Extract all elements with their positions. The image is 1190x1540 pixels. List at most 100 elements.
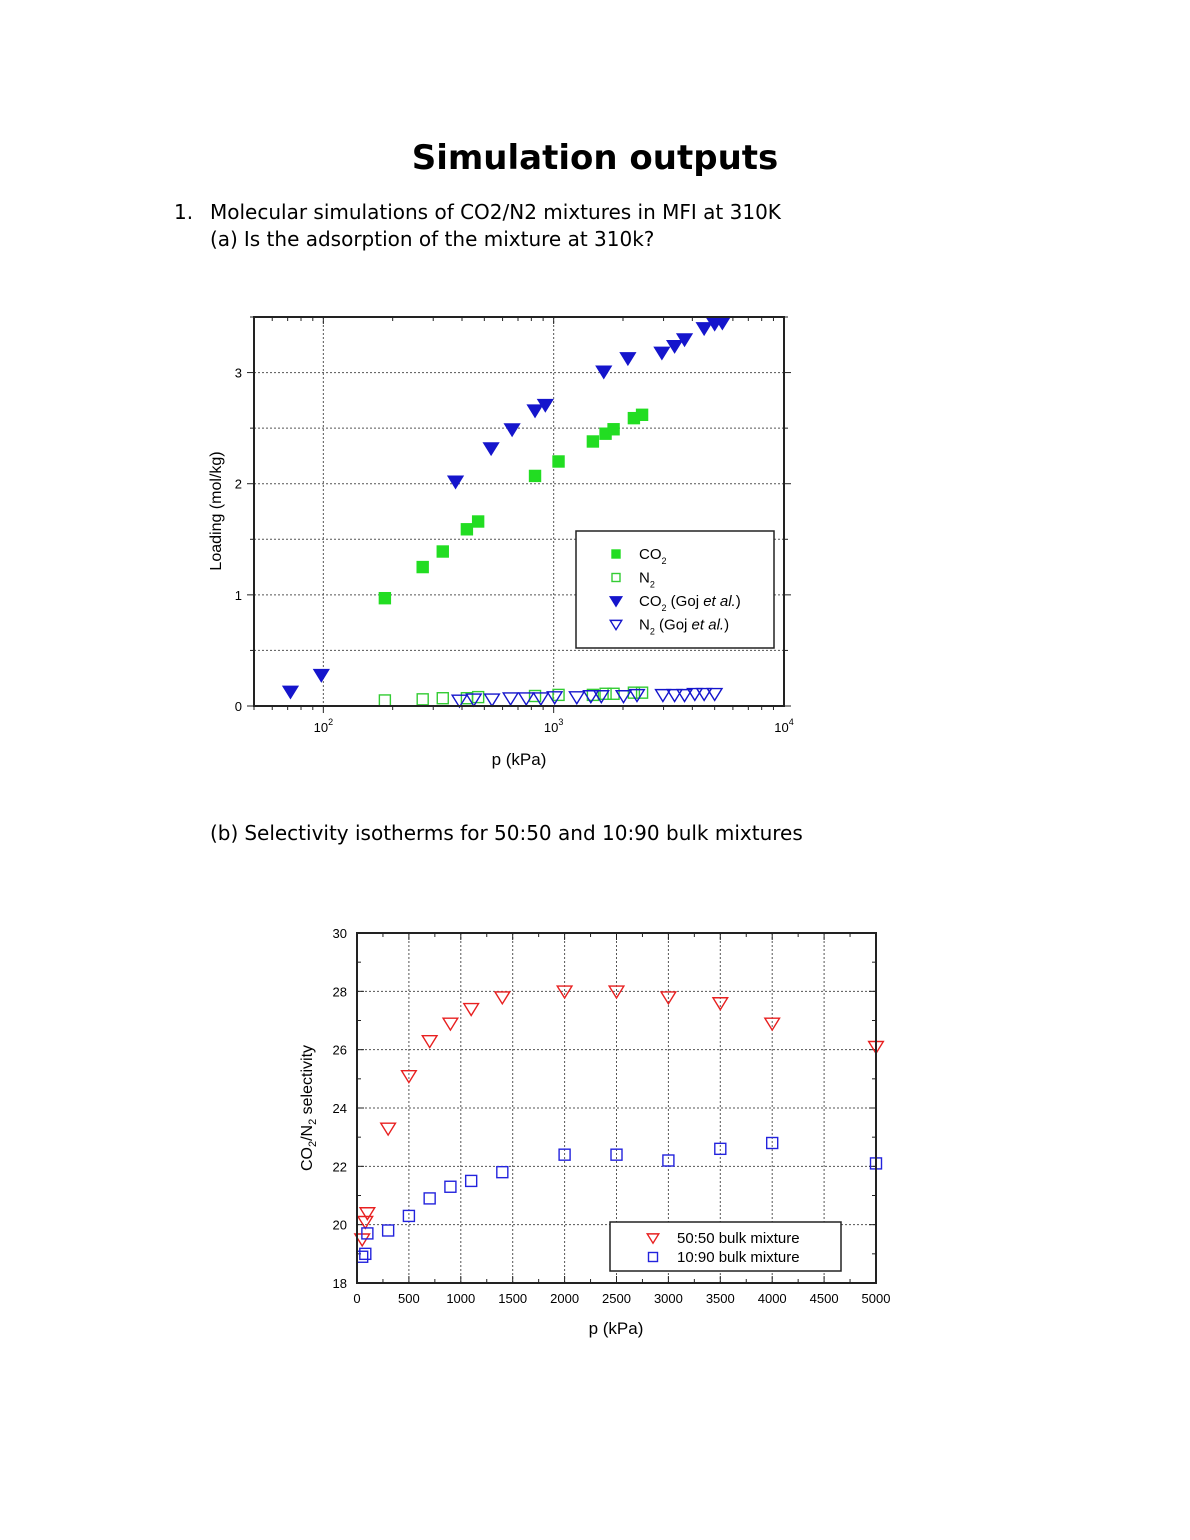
data-point-series-2	[503, 423, 521, 438]
legend-entry: N2	[639, 570, 655, 590]
data-point-series-2	[281, 685, 300, 700]
x-axis-label: p (kPa)	[492, 750, 547, 769]
data-point-series-0	[586, 435, 600, 448]
data-point-series-3	[628, 688, 646, 703]
data-point-series-1	[528, 689, 542, 703]
legend-marker	[608, 619, 624, 632]
data-point-series-0	[555, 985, 574, 1000]
data-point-series-0	[436, 545, 449, 558]
data-point-series-0	[711, 997, 729, 1011]
data-point-series-1	[355, 1250, 369, 1263]
y-tick-label: 18	[333, 1276, 347, 1291]
loading-chart: 0 1 2 3 102 103 104 CO2 N2 CO2 (Goj et al.) N2 (G…	[208, 316, 794, 769]
data-point-series-3	[592, 690, 610, 704]
x-axis-label: p (kPa)	[589, 1319, 644, 1338]
data-point-series-3	[501, 692, 520, 707]
question-1-number: 1.	[174, 200, 194, 224]
data-point-series-3	[568, 691, 586, 706]
legend-marker	[647, 1251, 659, 1263]
x-tick-label: 4500	[810, 1291, 839, 1306]
data-point-series-1	[607, 687, 620, 700]
data-point-series-0	[378, 591, 392, 605]
legend-box	[609, 1221, 842, 1272]
legend-entry: 10:90 bulk mixture	[677, 1249, 800, 1266]
data-point-series-3	[532, 692, 550, 707]
x-tick-label: 0	[353, 1291, 360, 1306]
data-point-series-1	[552, 688, 565, 702]
data-point-series-2	[665, 339, 684, 354]
data-point-series-1	[416, 693, 429, 706]
y-tick-label: 24	[333, 1101, 347, 1116]
data-point-series-0	[356, 1215, 374, 1230]
data-point-series-0	[462, 1002, 480, 1017]
data-point-series-0	[358, 1207, 376, 1221]
legend: CO2 N2 CO2 (Goj et al.) N2 (Goj et al.)	[575, 530, 775, 649]
data-point-series-2	[526, 404, 544, 419]
legend: 50:50 bulk mixture 10:90 bulk mixture	[609, 1221, 842, 1272]
x-tick-label: 500	[398, 1291, 420, 1306]
data-point-series-3	[614, 690, 633, 704]
y-tick-label: 2	[235, 477, 242, 492]
data-point-series-1	[610, 1148, 623, 1161]
legend-entry: 50:50 bulk mixture	[677, 1230, 800, 1247]
data-point-series-0	[528, 469, 542, 483]
y-axis-label: Loading (mol/kg)	[208, 451, 225, 570]
data-point-series-2	[595, 365, 613, 380]
question-b-label: (b)	[210, 821, 239, 845]
x-tick-label: 3000	[654, 1291, 683, 1306]
plot-frame	[253, 316, 785, 707]
data-point-series-1	[471, 690, 485, 704]
x-tick-label: 2500	[602, 1291, 631, 1306]
question-1-text: Molecular simulations of CO2/N2 mixtures…	[210, 200, 781, 224]
data-point-series-1	[599, 687, 612, 700]
data-point-series-0	[416, 560, 429, 574]
x-tick-label: 4000	[758, 1291, 787, 1306]
data-point-series-1	[464, 1174, 478, 1188]
data-point-series-2	[312, 668, 330, 683]
data-point-series-1	[423, 1192, 436, 1205]
data-point-series-1	[444, 1180, 457, 1193]
data-point-series-0	[635, 408, 649, 422]
question-b: (b) Selectivity isotherms for 50:50 and 1…	[210, 821, 803, 845]
data-point-series-1	[402, 1209, 416, 1223]
data-point-series-0	[400, 1069, 418, 1084]
data-point-series-3	[686, 687, 704, 702]
question-a-text: Is the adsorption of the mixture at 310k…	[243, 227, 655, 251]
data-point-series-0	[493, 991, 511, 1006]
y-tick-label: 26	[333, 1043, 347, 1058]
x-tick-label: 103	[544, 717, 563, 735]
page-title: Simulation outputs	[411, 138, 779, 178]
y-tick-label: 20	[333, 1218, 347, 1233]
data-point-series-1	[381, 1224, 395, 1237]
data-point-series-3	[675, 688, 694, 703]
x-tick-label: 2000	[550, 1291, 579, 1306]
data-point-series-1	[635, 686, 649, 699]
data-point-series-3	[450, 694, 469, 709]
data-point-series-3	[546, 691, 564, 706]
data-point-series-3	[654, 688, 672, 703]
data-point-series-0	[379, 1122, 397, 1137]
data-point-series-3	[706, 687, 724, 702]
legend-entry: CO2	[639, 546, 667, 566]
x-tick-label: 5000	[862, 1291, 891, 1306]
data-point-series-3	[582, 690, 600, 704]
legend-box	[575, 530, 775, 649]
x-tick-label: 1500	[498, 1291, 527, 1306]
data-point-series-3	[483, 693, 501, 708]
y-axis-label: CO2/N2 selectivity	[299, 1045, 319, 1171]
data-point-series-0	[421, 1034, 439, 1049]
data-point-series-2	[446, 475, 465, 490]
data-point-series-1	[378, 694, 392, 707]
data-point-series-1	[714, 1142, 727, 1156]
data-point-series-0	[441, 1017, 460, 1032]
plot-frame	[356, 932, 877, 1284]
data-point-series-0	[607, 423, 620, 436]
x-tick-label: 102	[314, 717, 333, 735]
y-tick-label: 28	[333, 984, 347, 999]
data-point-series-2	[675, 333, 694, 348]
data-point-series-2	[653, 346, 671, 361]
data-point-series-3	[465, 693, 483, 708]
legend-marker	[611, 572, 621, 583]
question-1: 1. Molecular simulations of CO2/N2 mixtur…	[174, 200, 781, 224]
data-point-series-1	[436, 692, 449, 705]
